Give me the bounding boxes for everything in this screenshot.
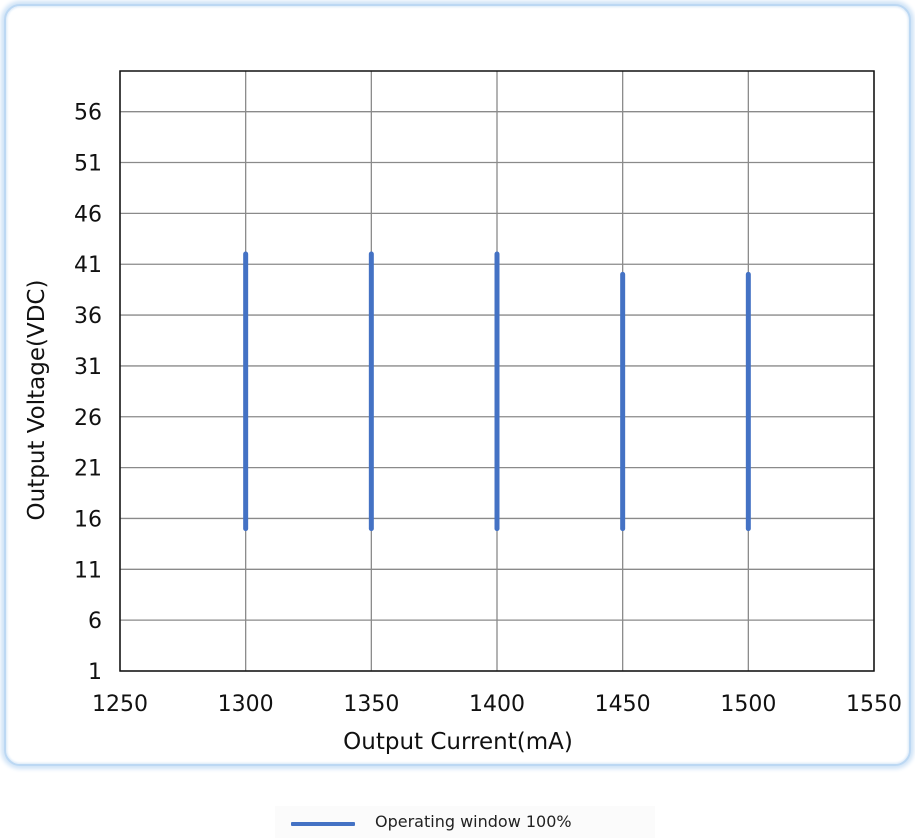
y-tick-label: 16 [74,507,102,532]
y-tick-label: 21 [74,457,102,482]
x-tick-label: 1300 [218,692,274,717]
y-tick-label: 56 [74,101,102,126]
x-tick-label: 1350 [343,692,399,717]
y-tick-label: 11 [74,558,102,583]
chart-frame [4,4,911,766]
y-tick-label: 46 [74,202,102,227]
legend-label: Operating window 100% [375,812,572,831]
x-tick-label: 1250 [92,692,148,717]
y-tick-label: 36 [74,304,102,329]
legend: Operating window 100% [275,806,655,838]
operating-window-bars [243,251,751,532]
x-tick-label: 1400 [469,692,525,717]
x-tick-labels: 1250 1300 1350 1400 1450 1500 1550 [92,692,902,717]
plot-area-border [119,70,875,672]
x-tick-label: 1450 [595,692,651,717]
y-tick-label: 31 [74,355,102,380]
legend-swatch [291,822,355,826]
y-tick-label: 51 [74,152,102,177]
x-tick-label: 1500 [720,692,776,717]
y-tick-label: 1 [88,660,102,685]
y-tick-label: 26 [74,406,102,431]
y-axis-title: Output Voltage(VDC) [24,280,50,521]
y-tick-label: 41 [74,253,102,278]
x-tick-label: 1550 [846,692,902,717]
y-tick-label: 6 [88,609,102,634]
x-axis-title: Output Current(mA) [343,729,573,755]
